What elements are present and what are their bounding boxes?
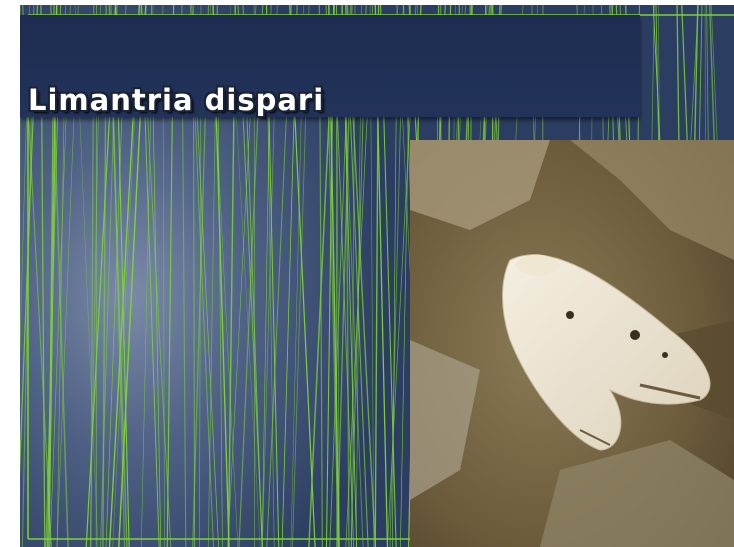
slide: Limantria dispari (20, 5, 734, 547)
title-bar: Limantria dispari (20, 15, 640, 117)
slide-title: Limantria dispari (28, 83, 325, 117)
moth-photo (410, 140, 734, 547)
